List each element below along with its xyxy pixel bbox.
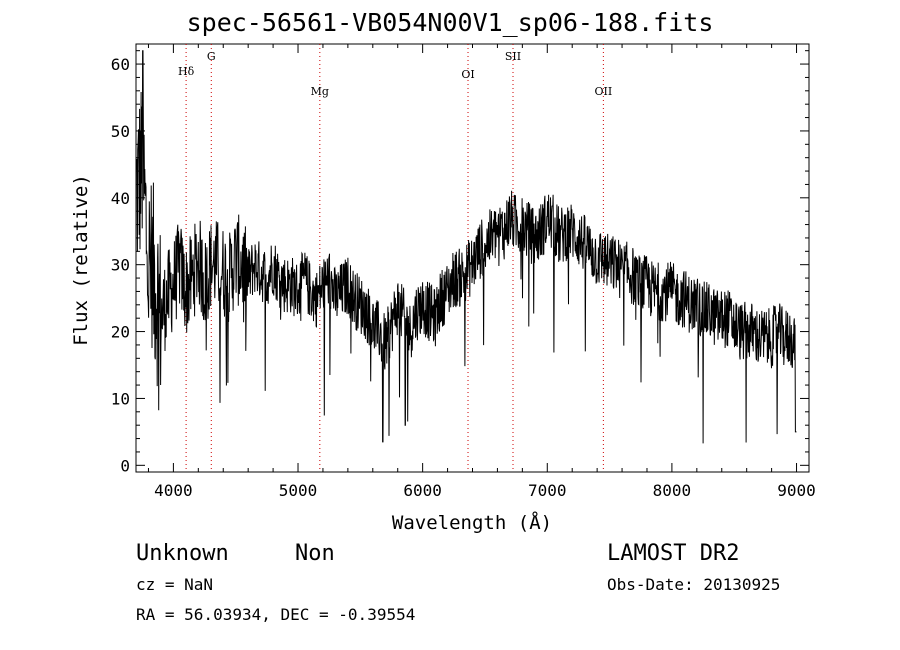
object-subclass: Non: [295, 541, 335, 566]
x-tick-label: 6000: [403, 481, 442, 500]
spectral-line-markers: Hδ G Mg OI SII OII: [178, 44, 612, 472]
spectral-line-label: OI: [461, 68, 474, 81]
spectral-line-label: Mg: [311, 85, 329, 98]
survey-name: LAMOST DR2: [607, 541, 740, 566]
y-tick-label: 0: [120, 456, 130, 475]
axis-ticks: 4000 5000 6000 7000 8000 9000 0 10 20 30 40 50 60: [111, 44, 816, 500]
redshift-cz: cz = NaN: [136, 575, 214, 594]
spectrum-line: [135, 50, 797, 444]
y-tick-label: 10: [111, 389, 130, 408]
chart-title: spec-56561-VB054N00V1_sp06-188.fits: [186, 8, 714, 37]
x-tick-label: 4000: [154, 481, 193, 500]
object-class: Unknown: [136, 541, 229, 566]
y-axis-label: Flux (relative): [70, 174, 92, 346]
x-tick-label: 7000: [528, 481, 567, 500]
y-tick-label: 50: [111, 122, 130, 141]
x-tick-label: 8000: [653, 481, 692, 500]
y-tick-label: 40: [111, 189, 130, 208]
y-tick-label: 20: [111, 323, 130, 342]
coordinates: RA = 56.03934, DEC = -0.39554: [136, 605, 416, 624]
observation-date: Obs-Date: 20130925: [607, 575, 781, 594]
x-tick-label: 5000: [279, 481, 318, 500]
spectral-line-label: SII: [505, 50, 521, 63]
spectral-line-label: G: [207, 50, 216, 63]
y-tick-label: 30: [111, 256, 130, 275]
spectral-line-label: OII: [595, 85, 613, 98]
y-tick-label: 60: [111, 55, 130, 74]
x-axis-label: Wavelength (Å): [391, 512, 553, 534]
x-tick-label: 9000: [777, 481, 816, 500]
spectral-line-label: Hδ: [178, 65, 195, 78]
